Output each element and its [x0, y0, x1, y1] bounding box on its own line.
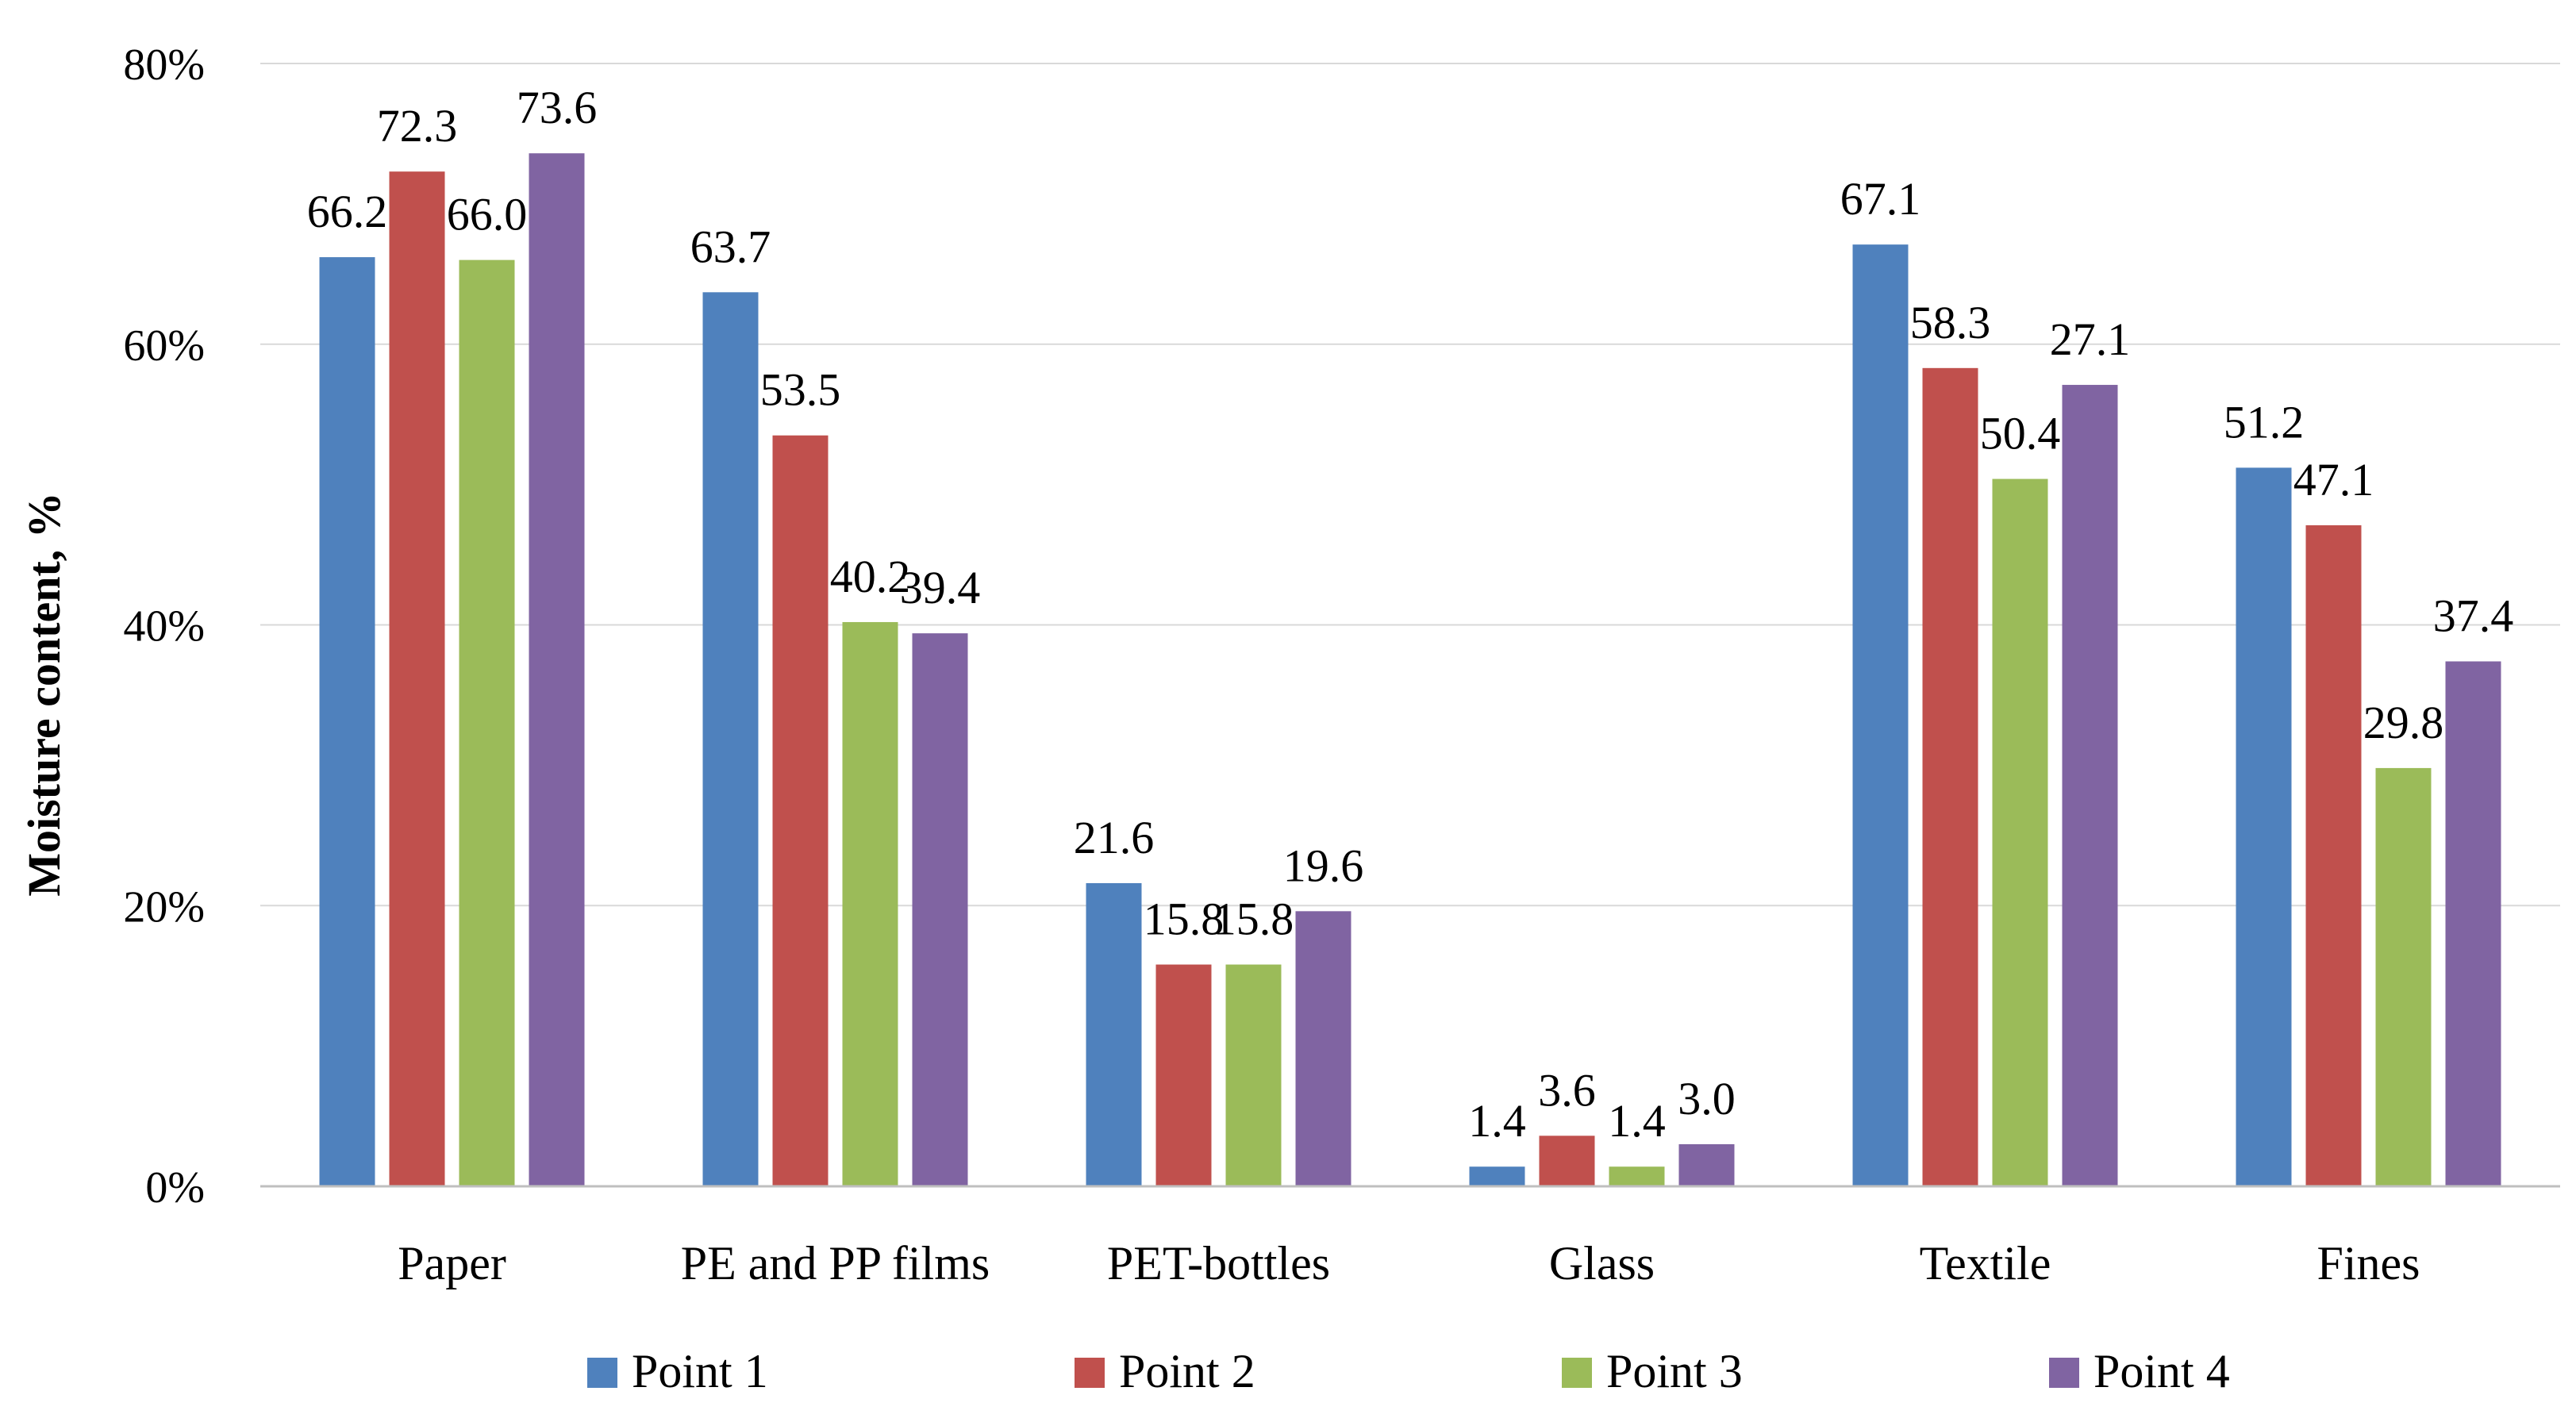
- legend-label: Point 4: [2093, 1345, 2230, 1397]
- legend-swatch: [1562, 1358, 1592, 1388]
- data-label: 66.0: [447, 189, 528, 240]
- bar: [2375, 767, 2432, 1186]
- legend-item: Point 2: [1075, 1345, 1255, 1397]
- bar: [1992, 478, 2048, 1186]
- data-label: 53.5: [760, 364, 841, 416]
- bar: [1922, 367, 1978, 1187]
- x-tick-label: Fines: [2316, 1237, 2420, 1289]
- data-label: 50.4: [1980, 408, 2061, 459]
- bar: [1609, 1166, 1665, 1186]
- bar: [772, 435, 829, 1186]
- bar: [2305, 525, 2362, 1186]
- data-label: 15.8: [1213, 893, 1294, 945]
- legend-swatch: [587, 1358, 617, 1388]
- legend-label: Point 2: [1119, 1345, 1255, 1397]
- bar: [389, 171, 445, 1187]
- bar: [2236, 467, 2292, 1186]
- y-axis-title: Moisture content, %: [18, 492, 70, 897]
- x-tick-label: Paper: [398, 1237, 506, 1289]
- bar: [1678, 1143, 1735, 1186]
- y-tick-label: 60%: [123, 321, 205, 371]
- bar: [1539, 1136, 1595, 1186]
- bars: [319, 153, 2501, 1187]
- bar: [2062, 385, 2118, 1186]
- data-label: 1.4: [1468, 1095, 1526, 1147]
- legend-label: Point 1: [632, 1345, 768, 1397]
- bar: [702, 292, 759, 1186]
- bar: [1155, 964, 1212, 1186]
- bar: [842, 621, 898, 1186]
- legend-swatch: [2049, 1358, 2079, 1388]
- data-label: 67.1: [1840, 173, 1921, 225]
- data-label: 15.8: [1144, 893, 1225, 945]
- legend-item: Point 4: [2049, 1345, 2230, 1397]
- y-tick-label: 0%: [145, 1163, 205, 1212]
- data-label: 63.7: [690, 221, 771, 272]
- bar: [1295, 911, 1351, 1186]
- bar: [2445, 661, 2501, 1186]
- legend-swatch: [1075, 1358, 1105, 1388]
- x-tick-label: PE and PP films: [681, 1237, 990, 1289]
- data-label: 1.4: [1608, 1095, 1666, 1147]
- y-tick-label: 20%: [123, 882, 205, 932]
- data-label: 29.8: [2363, 697, 2444, 748]
- gridlines: [260, 63, 2560, 907]
- bar: [1852, 244, 1909, 1187]
- legend-item: Point 1: [587, 1345, 768, 1397]
- bar: [1086, 882, 1142, 1186]
- data-label: 72.3: [377, 100, 458, 152]
- data-label: 3.6: [1538, 1064, 1596, 1116]
- axes: 0% 20% 40% 60% 80% Paper PE and PP films PET-bo…: [123, 40, 2560, 1289]
- bar: [459, 259, 515, 1186]
- data-label: 58.3: [1910, 297, 1991, 348]
- legend-item: Point 3: [1562, 1345, 1743, 1397]
- data-label: 40.2: [830, 551, 911, 602]
- data-label: 21.6: [1074, 812, 1155, 863]
- data-label: 37.4: [2433, 590, 2514, 641]
- data-label: 3.0: [1678, 1073, 1736, 1124]
- bar: [912, 633, 968, 1186]
- data-labels: 66.2 72.3 66.0 73.6 63.7 53.5 40.239.4 21.6 15.8…: [307, 82, 2514, 1147]
- y-tick-label: 80%: [123, 40, 205, 90]
- legend-label: Point 3: [1606, 1345, 1743, 1397]
- bar: [529, 153, 585, 1187]
- data-label: 51.2: [2224, 396, 2305, 448]
- data-label: 27.1: [2050, 313, 2131, 365]
- bar: [1225, 964, 1282, 1186]
- data-label: 73.6: [517, 82, 598, 133]
- legend: Point 1 Point 2 Point 3 Point 4: [587, 1345, 2230, 1397]
- data-label: 47.1: [2293, 454, 2374, 505]
- x-tick-label: Textile: [1920, 1237, 2051, 1289]
- bar: [319, 257, 375, 1186]
- data-label: 66.2: [307, 186, 388, 237]
- y-tick-label: 40%: [123, 602, 205, 651]
- x-tick-label: PET-bottles: [1107, 1237, 1330, 1289]
- x-tick-label: Glass: [1549, 1237, 1655, 1289]
- data-label: 39.4: [900, 562, 981, 613]
- data-label: 19.6: [1283, 840, 1364, 891]
- bar: [1469, 1166, 1525, 1186]
